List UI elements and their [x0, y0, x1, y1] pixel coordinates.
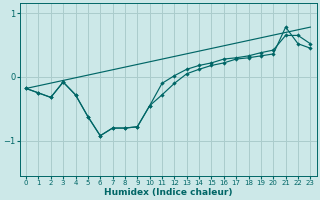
X-axis label: Humidex (Indice chaleur): Humidex (Indice chaleur) — [104, 188, 232, 197]
